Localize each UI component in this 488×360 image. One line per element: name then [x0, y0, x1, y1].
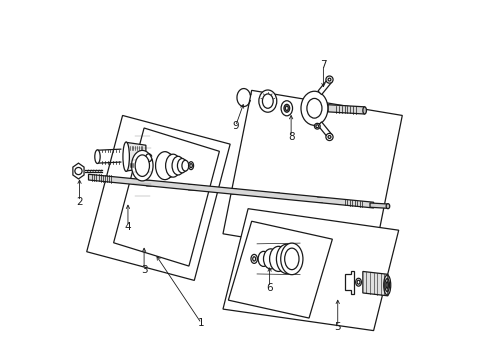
Ellipse shape [165, 154, 180, 177]
Polygon shape [369, 203, 387, 208]
Ellipse shape [362, 107, 366, 114]
Circle shape [327, 78, 330, 81]
Text: 5: 5 [334, 322, 340, 332]
Polygon shape [73, 163, 84, 179]
Text: 3: 3 [141, 265, 147, 275]
Polygon shape [362, 271, 387, 296]
Circle shape [75, 167, 82, 175]
Text: 7: 7 [320, 60, 326, 70]
Ellipse shape [250, 255, 257, 264]
Circle shape [325, 134, 332, 140]
Ellipse shape [131, 150, 153, 181]
Polygon shape [223, 209, 398, 330]
Ellipse shape [188, 162, 193, 170]
Ellipse shape [252, 257, 255, 261]
Text: 9: 9 [232, 121, 238, 131]
Ellipse shape [269, 246, 287, 271]
Polygon shape [317, 122, 332, 139]
Ellipse shape [355, 278, 361, 286]
Ellipse shape [262, 94, 273, 108]
Ellipse shape [386, 204, 389, 209]
Text: 8: 8 [287, 132, 294, 142]
Ellipse shape [276, 244, 297, 274]
Circle shape [325, 76, 332, 83]
Ellipse shape [281, 101, 292, 116]
Polygon shape [223, 90, 402, 259]
Polygon shape [317, 78, 332, 95]
Text: 1: 1 [198, 319, 204, 328]
Circle shape [327, 135, 330, 138]
Ellipse shape [122, 142, 129, 171]
Ellipse shape [177, 158, 186, 173]
Circle shape [314, 123, 320, 129]
Ellipse shape [301, 91, 327, 125]
Ellipse shape [263, 249, 277, 269]
Text: 4: 4 [124, 222, 131, 231]
Ellipse shape [285, 106, 287, 111]
Text: 6: 6 [266, 283, 272, 293]
Circle shape [315, 125, 318, 128]
Polygon shape [344, 271, 353, 294]
Ellipse shape [172, 156, 184, 175]
Polygon shape [88, 174, 373, 208]
Ellipse shape [306, 98, 321, 118]
Ellipse shape [356, 280, 359, 284]
Ellipse shape [182, 160, 188, 171]
Ellipse shape [258, 90, 276, 112]
Polygon shape [327, 105, 364, 114]
Polygon shape [86, 116, 230, 280]
Ellipse shape [155, 152, 174, 180]
Ellipse shape [280, 243, 303, 275]
Ellipse shape [284, 104, 289, 112]
Ellipse shape [284, 248, 298, 270]
Ellipse shape [95, 150, 100, 163]
Ellipse shape [135, 155, 149, 176]
Ellipse shape [258, 251, 268, 266]
Ellipse shape [189, 164, 192, 168]
Text: 2: 2 [76, 197, 82, 207]
Polygon shape [126, 142, 145, 171]
